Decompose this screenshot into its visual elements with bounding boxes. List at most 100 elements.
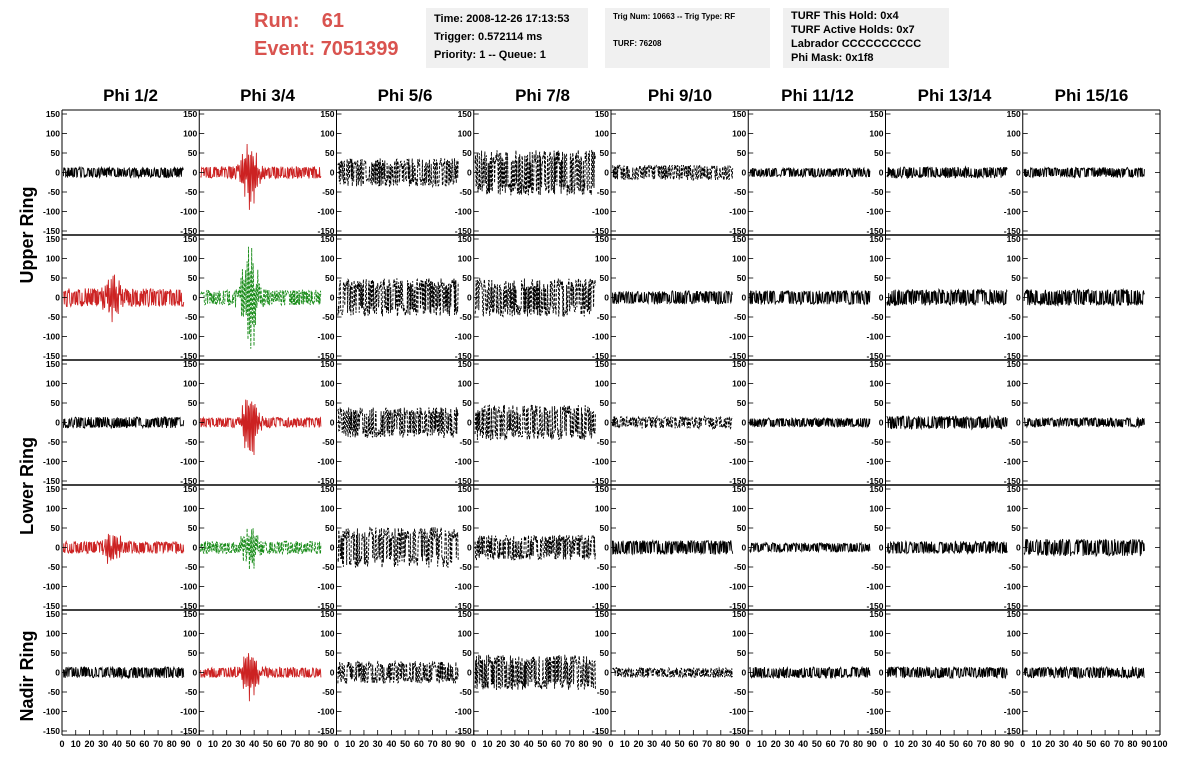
y-tick-label: -150	[729, 351, 746, 361]
y-tick-label: -50	[734, 687, 747, 697]
y-tick-label: 0	[330, 168, 335, 178]
waveform-trace-r1c5	[749, 289, 871, 306]
waveform-trace-r1c3	[474, 277, 596, 318]
y-tick-label: -50	[322, 437, 335, 447]
y-tick-label: -50	[48, 187, 61, 197]
x-tick-label: 60	[277, 739, 287, 749]
x-tick-label: 70	[977, 739, 987, 749]
y-tick-label: -150	[180, 476, 197, 486]
y-tick-label: -50	[1008, 312, 1021, 322]
y-tick-label: -100	[592, 707, 609, 717]
y-tick-label: 50	[325, 148, 335, 158]
x-tick-label: 10	[208, 739, 218, 749]
y-tick-label: -100	[180, 707, 197, 717]
y-tick-label: -50	[459, 187, 472, 197]
turf-this-hold: TURF This Hold: 0x4	[791, 10, 899, 22]
y-tick-label: -150	[866, 601, 883, 611]
y-tick-label: 0	[330, 543, 335, 553]
x-tick-label: 60	[414, 739, 424, 749]
y-tick-label: 100	[46, 379, 60, 389]
y-tick-label: -100	[592, 332, 609, 342]
y-tick-label: -150	[455, 226, 472, 236]
y-tick-label: 150	[46, 234, 60, 244]
y-tick-label: 150	[46, 359, 60, 369]
waveform-trace-r0c0	[62, 165, 184, 180]
y-tick-label: -100	[455, 332, 472, 342]
x-tick-label: 40	[935, 739, 945, 749]
y-tick-label: 150	[320, 484, 334, 494]
column-header-phi-15-16: Phi 15/16	[1054, 86, 1129, 105]
waveform-trace-r4c5	[749, 665, 871, 680]
waveform-trace-r2c2	[337, 407, 459, 439]
y-tick-label: -50	[597, 437, 610, 447]
y-tick-label: 0	[1016, 543, 1021, 553]
y-tick-label: -50	[48, 437, 61, 447]
waveform-trace-r0c1	[200, 143, 322, 210]
trigger-line: Trigger: 0.572114 ms	[434, 31, 543, 43]
y-tick-label: -150	[729, 726, 746, 736]
labrador-line: Labrador CCCCCCCCCC	[791, 38, 922, 50]
y-tick-label: -100	[1004, 332, 1021, 342]
y-tick-label: -100	[1004, 457, 1021, 467]
waveform-trace-r2c1	[200, 399, 322, 456]
y-tick-label: 100	[869, 254, 883, 264]
y-tick-label: 150	[1007, 359, 1021, 369]
y-tick-label: -100	[43, 457, 60, 467]
x-tick-label: 10	[345, 739, 355, 749]
waveform-trace-r1c0	[63, 274, 185, 323]
y-tick-label: 150	[183, 234, 197, 244]
y-tick-label: -100	[1004, 582, 1021, 592]
y-tick-label: 150	[458, 359, 472, 369]
waveform-trace-r2c0	[62, 416, 185, 430]
y-tick-label: -150	[1004, 476, 1021, 486]
y-tick-label: 0	[604, 168, 609, 178]
y-tick-label: 150	[595, 359, 609, 369]
y-tick-label: 0	[879, 293, 884, 303]
x-tick-label: 0	[471, 739, 476, 749]
y-tick-label: -150	[43, 726, 60, 736]
y-tick-label: 150	[869, 234, 883, 244]
y-tick-label: 100	[458, 129, 472, 139]
column-header-phi-5-6: Phi 5/6	[377, 86, 433, 105]
y-tick-label: 0	[604, 418, 609, 428]
y-tick-label: 0	[742, 168, 747, 178]
y-tick-label: 100	[1007, 629, 1021, 639]
x-tick-label: 90	[592, 739, 602, 749]
waveform-trace-r4c2	[337, 659, 459, 684]
y-tick-label: -150	[1004, 226, 1021, 236]
y-tick-label: 150	[458, 234, 472, 244]
y-tick-label: 150	[458, 609, 472, 619]
y-tick-label: -100	[455, 707, 472, 717]
y-tick-label: -50	[871, 562, 884, 572]
y-tick-label: 100	[183, 379, 197, 389]
x-tick-label: 60	[551, 739, 561, 749]
y-tick-label: -100	[729, 332, 746, 342]
y-tick-label: -50	[185, 312, 198, 322]
y-tick-label: -100	[455, 207, 472, 217]
x-tick-label: 80	[304, 739, 314, 749]
y-tick-label: -150	[317, 226, 334, 236]
y-tick-label: -150	[866, 476, 883, 486]
y-tick-label: 0	[742, 418, 747, 428]
y-tick-label: 0	[879, 168, 884, 178]
y-tick-label: 50	[188, 148, 198, 158]
y-tick-label: -50	[1008, 187, 1021, 197]
y-tick-label: 100	[732, 379, 746, 389]
y-tick-label: -150	[729, 226, 746, 236]
x-tick-label: 30	[784, 739, 794, 749]
y-tick-label: 100	[732, 629, 746, 639]
y-tick-label: 150	[183, 484, 197, 494]
y-tick-label: -150	[317, 476, 334, 486]
y-tick-label: 100	[869, 629, 883, 639]
y-tick-label: -150	[43, 226, 60, 236]
y-tick-label: 0	[193, 543, 198, 553]
y-tick-label: 0	[604, 543, 609, 553]
y-tick-label: 150	[1007, 609, 1021, 619]
x-tick-label: 40	[798, 739, 808, 749]
column-header-phi-3-4: Phi 3/4	[240, 86, 295, 105]
y-tick-label: 0	[193, 168, 198, 178]
y-tick-label: 50	[325, 273, 335, 283]
waveform-trace-r4c4	[612, 666, 733, 679]
y-tick-label: 50	[600, 273, 610, 283]
y-tick-label: 100	[732, 254, 746, 264]
